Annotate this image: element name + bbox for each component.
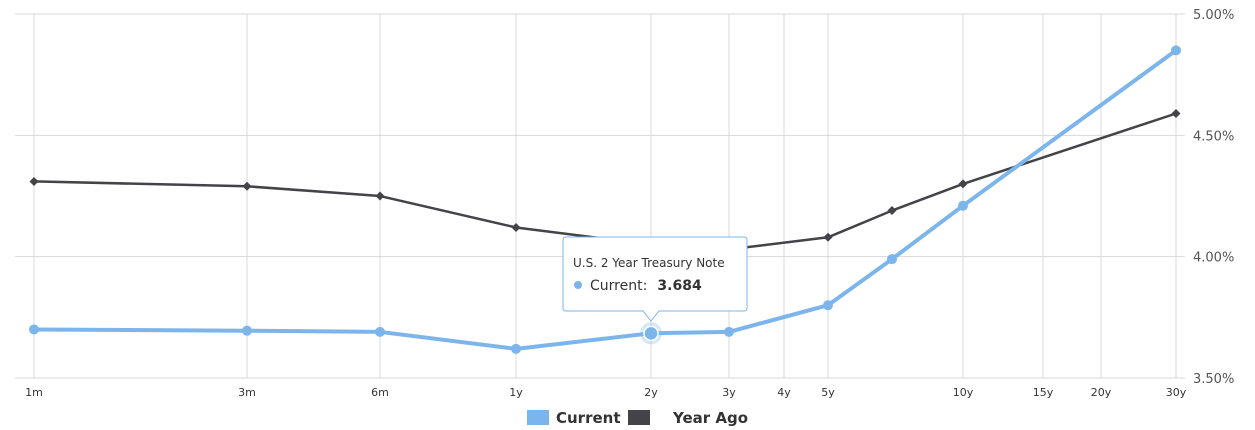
data-point-current[interactable] xyxy=(242,325,252,336)
x-tick-label: 2y xyxy=(644,386,658,399)
data-point-current[interactable] xyxy=(823,300,833,311)
data-point-current[interactable] xyxy=(887,254,897,265)
hover-point[interactable] xyxy=(643,325,659,342)
x-tick-label: 5y xyxy=(821,386,835,399)
tooltip-box xyxy=(562,236,748,322)
legend: Current Year Ago xyxy=(527,409,748,427)
data-point-year-ago[interactable] xyxy=(958,179,968,189)
grid-layer xyxy=(15,13,1185,379)
x-tick-label: 20y xyxy=(1091,386,1112,399)
tooltip-series-marker xyxy=(574,281,582,289)
x-tick-label: 3m xyxy=(238,386,256,399)
data-point-current[interactable] xyxy=(958,200,968,211)
legend-swatch-current xyxy=(527,410,549,425)
legend-label-year-ago: Year Ago xyxy=(672,409,748,427)
data-point-current[interactable] xyxy=(375,326,385,337)
tooltip: U.S. 2 Year Treasury Note Current: 3.684 xyxy=(562,236,748,322)
x-tick-label: 10y xyxy=(953,386,974,399)
x-tick-label: 1m xyxy=(25,386,43,399)
data-point-year-ago[interactable] xyxy=(375,191,385,201)
x-tick-label: 1y xyxy=(509,386,523,399)
data-point-year-ago[interactable] xyxy=(887,206,897,216)
x-tick-label: 4y xyxy=(777,386,791,399)
data-point-year-ago[interactable] xyxy=(1171,108,1181,118)
tooltip-series-label: Current: xyxy=(590,278,647,294)
y-axis-labels: 5.00% 4.50% 4.00% 3.50% xyxy=(1193,8,1234,387)
legend-swatch-year-ago xyxy=(628,410,650,425)
x-tick-label: 15y xyxy=(1033,386,1054,399)
data-point-current[interactable] xyxy=(511,343,521,354)
x-tick-label: 30y xyxy=(1166,386,1187,399)
tooltip-value: 3.684 xyxy=(657,278,702,294)
x-tick-label: 6m xyxy=(371,386,389,399)
legend-label-current: Current xyxy=(556,409,621,427)
data-point-year-ago[interactable] xyxy=(29,176,39,186)
data-point-current[interactable] xyxy=(1171,45,1181,56)
legend-item-current[interactable]: Current xyxy=(527,409,621,427)
x-axis-labels: 1m 3m 6m 1y 2y 3y 4y 5y 10y 15y 20y 30y xyxy=(25,386,1187,399)
y-tick-label: 5.00% xyxy=(1193,8,1234,23)
data-point-year-ago[interactable] xyxy=(823,232,833,242)
y-tick-label: 3.50% xyxy=(1193,372,1234,387)
series-line-current[interactable] xyxy=(32,48,1178,351)
data-point-year-ago[interactable] xyxy=(242,181,252,191)
data-point-current[interactable] xyxy=(29,324,39,335)
y-tick-label: 4.50% xyxy=(1193,129,1234,144)
tooltip-title: U.S. 2 Year Treasury Note xyxy=(573,256,725,270)
series-line-year-ago[interactable] xyxy=(32,112,1178,251)
data-point-current[interactable] xyxy=(724,326,734,337)
tooltip-row: Current: 3.684 xyxy=(590,275,702,294)
x-tick-label: 3y xyxy=(722,386,736,399)
legend-item-year-ago[interactable]: Year Ago xyxy=(628,409,748,427)
y-tick-label: 4.00% xyxy=(1193,251,1234,266)
data-point-year-ago[interactable] xyxy=(511,223,521,233)
